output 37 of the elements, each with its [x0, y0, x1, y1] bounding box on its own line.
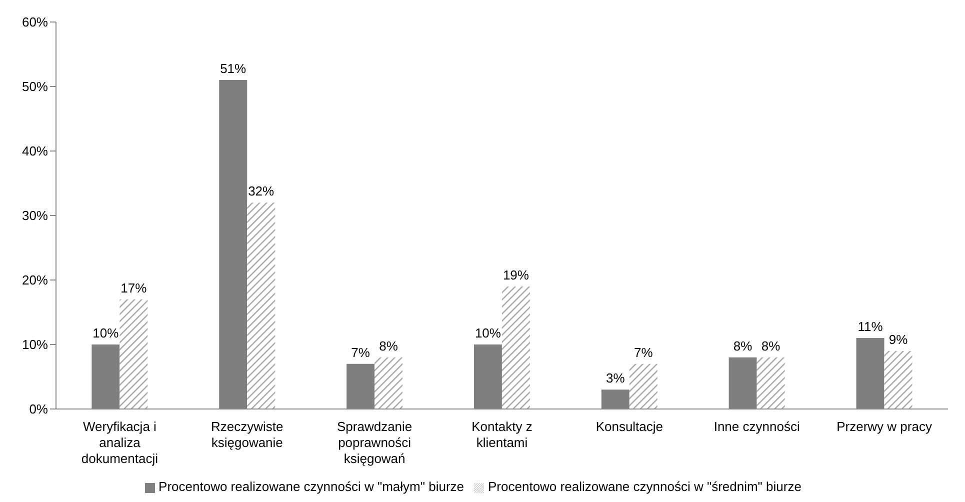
data-label: 3% [606, 370, 626, 386]
data-label: 32% [248, 184, 275, 199]
data-label: 10% [92, 326, 120, 340]
data-label: 11% [858, 319, 884, 334]
x-tick-label: Weryfikacja i analiza dokumentacji [81, 419, 158, 466]
data-label: 7% [634, 344, 654, 360]
legend-label: Procentowo realizowane czynności w "małym" biurze [158, 479, 464, 494]
y-tick-label: 30% [22, 208, 48, 224]
bar [756, 357, 785, 409]
y-tick-label: 20% [22, 272, 48, 288]
data-label: 9% [888, 332, 908, 347]
bar [629, 364, 658, 409]
x-tick-label: Inne czynności [714, 419, 800, 434]
bar [120, 299, 148, 409]
data-label: 19% [502, 267, 530, 282]
y-tick-label: 40% [22, 144, 48, 159]
data-label: 7% [351, 344, 370, 360]
x-tick-label: Konsultacje [596, 419, 664, 434]
y-tick-label: 10% [22, 337, 48, 352]
y-tick-label: 60% [22, 14, 48, 30]
data-label: 8% [733, 338, 753, 354]
x-tick-label: Kontakty z klientami [472, 419, 532, 450]
y-tick-label: 50% [22, 79, 48, 94]
bar [884, 350, 912, 409]
data-label: 17% [120, 280, 148, 296]
y-tick-label: 0% [29, 402, 48, 417]
legend-label: Procentowo realizowane czynności w "średnim" biurze [488, 479, 802, 494]
bar [374, 357, 403, 409]
x-tick-label: Sprawdzanie poprawności księgowań [336, 419, 412, 466]
data-label: 51% [220, 61, 247, 76]
data-label: 8% [379, 338, 398, 354]
x-tick-label: Rzeczywiste księgowanie [211, 419, 284, 450]
data-label: 8% [761, 338, 781, 354]
x-tick-label: Przerwy w pracy [836, 419, 932, 434]
bar [502, 286, 530, 409]
data-label: 10% [474, 326, 502, 340]
bar [247, 202, 276, 409]
